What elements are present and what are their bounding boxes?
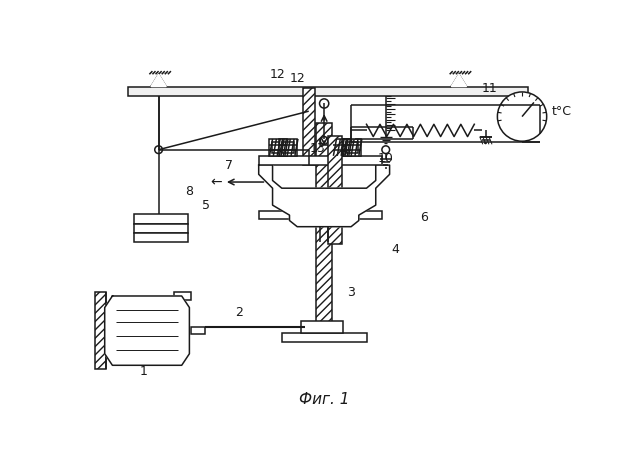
Bar — [134, 233, 188, 242]
Text: t°C: t°C — [551, 105, 572, 118]
Text: ←: ← — [211, 175, 222, 189]
Bar — [174, 292, 191, 300]
Text: 12: 12 — [289, 73, 305, 85]
Bar — [346, 142, 358, 153]
Bar — [191, 327, 205, 334]
Polygon shape — [151, 74, 166, 87]
Polygon shape — [105, 296, 189, 365]
Bar — [259, 211, 382, 219]
Bar — [333, 139, 351, 156]
Circle shape — [497, 92, 547, 141]
Bar — [272, 142, 284, 153]
Text: 9: 9 — [339, 145, 348, 158]
Text: 7: 7 — [225, 159, 234, 171]
Text: 8: 8 — [186, 185, 193, 198]
Circle shape — [155, 146, 163, 154]
Polygon shape — [259, 165, 390, 227]
Bar — [259, 156, 382, 165]
Bar — [342, 139, 361, 156]
Text: 12: 12 — [270, 68, 286, 81]
Text: 3: 3 — [347, 285, 355, 299]
Text: 13: 13 — [309, 142, 325, 154]
Bar — [134, 214, 188, 224]
Bar — [316, 123, 332, 338]
Circle shape — [319, 99, 329, 108]
Text: 1: 1 — [140, 365, 147, 378]
Bar — [95, 292, 106, 369]
Bar — [279, 139, 297, 156]
Polygon shape — [451, 74, 467, 87]
Bar — [328, 136, 342, 244]
Text: 10: 10 — [378, 153, 394, 165]
Bar — [336, 142, 348, 153]
Text: 4: 4 — [392, 244, 400, 256]
Text: Фиг. 1: Фиг. 1 — [299, 392, 349, 407]
Text: 11: 11 — [482, 81, 497, 95]
Text: 6: 6 — [420, 211, 428, 224]
Circle shape — [320, 137, 328, 144]
Circle shape — [305, 146, 312, 154]
Bar — [319, 139, 329, 145]
Bar — [134, 224, 188, 233]
Bar — [282, 333, 367, 342]
Bar — [128, 87, 528, 96]
Circle shape — [382, 146, 390, 154]
Text: 2: 2 — [236, 307, 243, 319]
Bar — [269, 139, 287, 156]
Bar — [282, 142, 294, 153]
Bar — [301, 321, 344, 333]
Bar — [303, 88, 315, 165]
Text: 5: 5 — [202, 199, 211, 211]
